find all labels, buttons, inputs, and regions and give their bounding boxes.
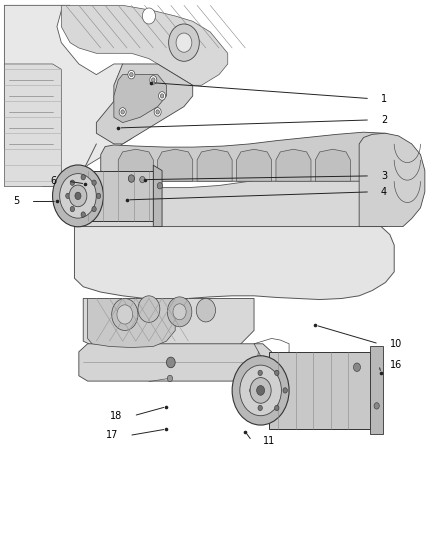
Text: 3: 3 bbox=[381, 171, 387, 181]
Polygon shape bbox=[79, 344, 272, 381]
Circle shape bbox=[142, 8, 155, 24]
Polygon shape bbox=[153, 165, 162, 227]
Polygon shape bbox=[276, 149, 311, 181]
Circle shape bbox=[353, 363, 360, 372]
Circle shape bbox=[96, 193, 101, 199]
Circle shape bbox=[176, 33, 192, 52]
Circle shape bbox=[150, 76, 157, 84]
Polygon shape bbox=[370, 346, 383, 434]
Text: 11: 11 bbox=[263, 436, 275, 446]
Circle shape bbox=[156, 110, 159, 114]
Circle shape bbox=[166, 357, 175, 368]
Circle shape bbox=[128, 175, 134, 182]
Circle shape bbox=[70, 206, 74, 212]
Circle shape bbox=[92, 206, 96, 212]
Circle shape bbox=[140, 176, 145, 183]
Circle shape bbox=[232, 356, 289, 425]
Circle shape bbox=[159, 92, 166, 100]
Polygon shape bbox=[88, 298, 175, 348]
Text: 5: 5 bbox=[14, 197, 20, 206]
Polygon shape bbox=[269, 352, 370, 429]
Polygon shape bbox=[4, 64, 61, 187]
Polygon shape bbox=[101, 132, 407, 181]
Circle shape bbox=[138, 296, 160, 322]
Polygon shape bbox=[237, 149, 272, 181]
Text: 1: 1 bbox=[381, 94, 387, 103]
Polygon shape bbox=[61, 5, 228, 85]
Circle shape bbox=[258, 405, 262, 410]
Polygon shape bbox=[114, 75, 166, 123]
Circle shape bbox=[275, 405, 279, 410]
Text: 6: 6 bbox=[51, 176, 57, 186]
Circle shape bbox=[119, 108, 126, 116]
Polygon shape bbox=[83, 171, 153, 221]
Circle shape bbox=[250, 377, 271, 403]
Circle shape bbox=[167, 297, 192, 327]
Circle shape bbox=[157, 183, 162, 189]
Circle shape bbox=[92, 180, 96, 185]
Polygon shape bbox=[96, 64, 193, 144]
Circle shape bbox=[169, 24, 199, 61]
Circle shape bbox=[240, 365, 281, 416]
Circle shape bbox=[152, 78, 155, 82]
Circle shape bbox=[173, 304, 186, 320]
Polygon shape bbox=[74, 227, 394, 300]
Circle shape bbox=[81, 175, 85, 180]
Polygon shape bbox=[118, 149, 153, 181]
Polygon shape bbox=[74, 171, 403, 227]
Text: 2: 2 bbox=[381, 115, 387, 125]
Circle shape bbox=[283, 388, 287, 393]
Circle shape bbox=[160, 94, 164, 98]
Circle shape bbox=[196, 298, 215, 322]
Circle shape bbox=[66, 193, 70, 199]
Circle shape bbox=[258, 370, 262, 376]
Polygon shape bbox=[315, 149, 350, 181]
Polygon shape bbox=[359, 133, 425, 227]
Circle shape bbox=[70, 180, 74, 185]
Circle shape bbox=[60, 174, 96, 218]
Polygon shape bbox=[4, 5, 158, 187]
Text: 4: 4 bbox=[381, 187, 387, 197]
Circle shape bbox=[81, 212, 85, 217]
Polygon shape bbox=[83, 298, 254, 354]
Circle shape bbox=[275, 370, 279, 376]
Circle shape bbox=[53, 165, 103, 227]
Text: 16: 16 bbox=[390, 360, 402, 370]
Circle shape bbox=[117, 305, 133, 324]
Text: 10: 10 bbox=[390, 339, 402, 349]
Circle shape bbox=[112, 298, 138, 330]
Text: 18: 18 bbox=[110, 411, 123, 421]
Circle shape bbox=[154, 108, 161, 116]
Circle shape bbox=[121, 110, 124, 114]
Circle shape bbox=[374, 403, 379, 409]
Circle shape bbox=[257, 385, 265, 395]
Text: 17: 17 bbox=[106, 431, 118, 440]
Circle shape bbox=[130, 72, 133, 77]
Circle shape bbox=[250, 388, 254, 393]
Circle shape bbox=[75, 192, 81, 199]
Polygon shape bbox=[197, 149, 232, 181]
Circle shape bbox=[167, 375, 173, 382]
Circle shape bbox=[69, 185, 87, 207]
Circle shape bbox=[128, 70, 135, 79]
Polygon shape bbox=[158, 149, 193, 181]
